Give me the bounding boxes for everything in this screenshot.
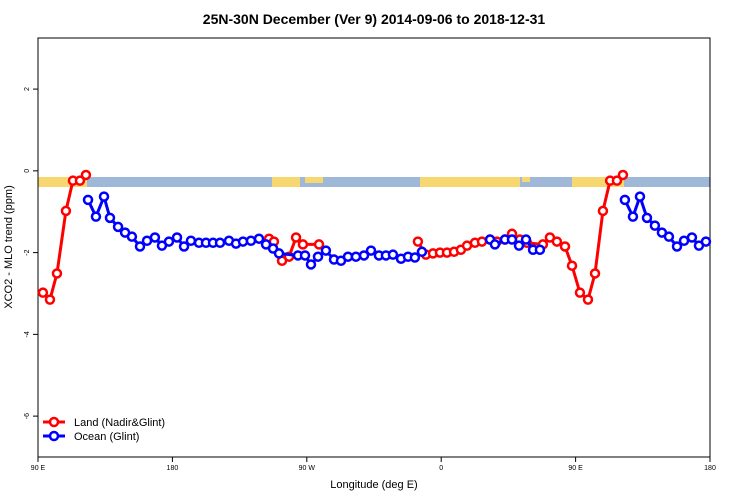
- data-point: [686, 232, 698, 243]
- data-point: [634, 191, 646, 202]
- data-point: [126, 231, 138, 242]
- legend-marker: [48, 430, 60, 442]
- y-tick-label: -6: [24, 413, 31, 419]
- data-point: [520, 234, 532, 245]
- x-tick-label: 90 E: [31, 465, 46, 472]
- data-point: [566, 260, 578, 271]
- x-tick-label: 180: [167, 465, 179, 472]
- land-strip: [305, 177, 323, 183]
- data-point: [617, 169, 629, 181]
- legend-marker: [48, 416, 60, 428]
- data-point: [44, 294, 56, 305]
- legend: Land (Nadir&Glint) Ocean (Glint): [43, 416, 165, 443]
- data-point: [582, 294, 594, 305]
- land-strip: [572, 177, 624, 187]
- ocean-strip: [38, 177, 710, 187]
- data-point: [387, 249, 399, 260]
- x-tick-label: 180: [704, 465, 716, 472]
- data-point: [112, 221, 124, 233]
- data-point: [37, 287, 49, 298]
- data-point: [350, 251, 362, 262]
- data-point: [104, 212, 116, 224]
- data-point: [551, 236, 563, 247]
- data-point: [619, 194, 631, 206]
- x-tick-label: 0: [439, 465, 443, 472]
- data-point: [185, 235, 197, 247]
- data-point: [412, 236, 424, 247]
- data-point: [163, 236, 175, 247]
- data-point: [60, 205, 72, 217]
- plot-frame: [37, 37, 711, 458]
- land-strip: [38, 177, 87, 187]
- data-point: [597, 205, 609, 217]
- data-point: [98, 191, 110, 202]
- data-point: [82, 194, 94, 206]
- data-point: [290, 232, 302, 243]
- data-point: [297, 239, 309, 250]
- data-point: [134, 241, 146, 252]
- data-point: [365, 245, 377, 256]
- data-point: [320, 245, 332, 256]
- data-point: [305, 259, 317, 270]
- data-point: [312, 251, 324, 262]
- data-point: [178, 241, 190, 252]
- data-point: [671, 241, 683, 252]
- legend-label: Land (Nadir&Glint): [74, 417, 165, 429]
- y-tick-label: -2: [24, 249, 31, 255]
- data-point: [589, 268, 601, 279]
- data-point: [51, 268, 63, 279]
- data-point: [574, 287, 586, 298]
- data-point: [700, 236, 712, 247]
- x-tick-label: 90 E: [568, 465, 583, 472]
- data-point: [416, 246, 428, 258]
- data-point: [649, 220, 661, 231]
- land-ocean-strip: [38, 177, 710, 187]
- data-point: [641, 212, 653, 224]
- data-point: [627, 211, 639, 222]
- chart-title: 25N-30N December (Ver 9) 2014-09-06 to 2…: [203, 11, 546, 27]
- data-point: [611, 175, 623, 186]
- y-axis-label: XCO2 - MLO trend (ppm): [3, 185, 15, 308]
- land-strip: [272, 177, 300, 187]
- data-point: [74, 175, 86, 186]
- data-point: [80, 169, 92, 181]
- data-point: [273, 248, 285, 259]
- data-point: [663, 231, 675, 242]
- data-point: [253, 233, 265, 244]
- y-tick-label: 2: [24, 87, 31, 91]
- y-tick-label: -4: [24, 331, 31, 337]
- data-point: [149, 232, 161, 243]
- legend-label: Ocean (Glint): [74, 431, 139, 443]
- x-tick-label: 90 W: [299, 465, 316, 472]
- y-tick-label: 0: [24, 169, 31, 173]
- data-point: [358, 250, 370, 261]
- data-point: [214, 237, 226, 249]
- data-point: [90, 211, 102, 222]
- data-point: [313, 239, 325, 250]
- data-point: [171, 232, 183, 243]
- data-point: [299, 250, 311, 261]
- data-point: [409, 252, 421, 263]
- data-point: [534, 244, 546, 255]
- land-strip: [522, 177, 530, 182]
- land-strip: [420, 177, 520, 187]
- x-axis-label: Longitude (deg E): [330, 479, 417, 491]
- data-point: [506, 234, 518, 245]
- data-point: [559, 241, 571, 252]
- data-point: [513, 240, 525, 251]
- data-point: [489, 239, 501, 250]
- data-point: [245, 235, 257, 247]
- data-point: [476, 236, 488, 247]
